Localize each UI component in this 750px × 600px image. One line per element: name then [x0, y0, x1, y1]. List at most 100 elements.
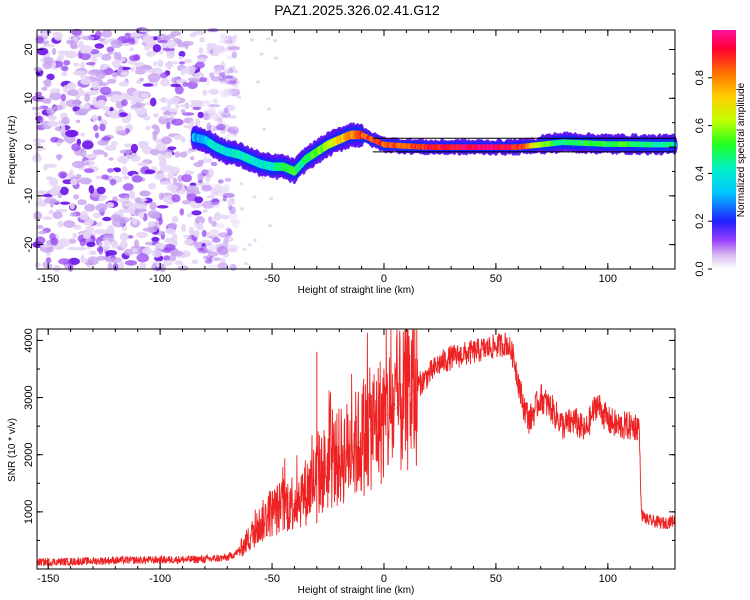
spectrogram-noise-cell	[218, 118, 223, 125]
spectrogram-noise-cell	[208, 235, 219, 239]
spectrogram-noise-cell	[41, 98, 52, 104]
spectrogram-noise-cell	[139, 191, 150, 197]
spectrogram-noise-cell	[84, 153, 98, 159]
spectrogram-noise-cell	[151, 212, 160, 219]
spectrogram-noise-cell	[126, 37, 135, 42]
spectrogram-noise-cell	[228, 78, 237, 83]
spectrogram-noise-cell	[67, 89, 79, 96]
spectrogram-noise-cell	[172, 177, 178, 184]
spectrogram-noise-cell	[229, 77, 240, 86]
spectrogram-noise-cell	[211, 98, 218, 103]
spectrogram-noise-cell	[94, 132, 100, 139]
spectrogram-noise-cell	[180, 137, 186, 143]
spectrogram-noise-cell	[217, 262, 229, 269]
spectrogram-noise-cell	[195, 61, 205, 69]
spectrogram-noise-cell	[125, 154, 132, 160]
spectrogram-noise-cell	[252, 195, 257, 199]
spectrogram-noise-cell	[196, 181, 205, 187]
spectrogram-noise-cell	[136, 253, 149, 263]
spectrogram-noise-cell	[97, 99, 107, 107]
spectrogram-noise-cell	[228, 247, 238, 253]
spectrogram-noise-cell	[212, 257, 221, 262]
spectrogram-noise-cell	[77, 199, 87, 206]
spectrogram-noise-cell	[183, 59, 192, 63]
spectrogram-noise-cell	[202, 254, 212, 261]
spectrogram-noise-cell	[35, 236, 46, 245]
spectrogram-noise-cell	[72, 232, 77, 239]
spectrogram-x-tick-label: -150	[37, 273, 59, 285]
spectrogram-noise-cell	[193, 230, 200, 237]
spectrogram-noise-cell	[166, 122, 171, 130]
snr-background	[37, 329, 675, 569]
spectrogram-noise-cell	[220, 88, 234, 97]
spectrogram-noise-cell	[225, 231, 232, 239]
spectrogram-noise-cell	[212, 237, 221, 243]
spectrogram-noise-cell	[220, 214, 230, 220]
spectrogram-noise-cell	[208, 244, 214, 253]
spectrogram-noise-cell	[86, 241, 96, 247]
spectrogram-noise-cell	[229, 206, 236, 215]
spectrogram-noise-cell	[52, 211, 63, 220]
spectrogram-noise-cell	[223, 237, 229, 244]
spectrogram-noise-cell	[163, 243, 176, 251]
spectrogram-noise-cell	[222, 193, 235, 198]
spectrogram-noise-cell	[221, 110, 231, 119]
spectrogram-noise-cell	[48, 209, 54, 215]
spectrogram-noise-cell	[159, 158, 167, 166]
spectrogram-noise-cell	[60, 65, 69, 72]
spectrogram-noise-cell	[119, 208, 127, 213]
spectrogram-noise-cell	[217, 123, 231, 132]
spectrogram-noise-cell	[189, 33, 197, 38]
spectrogram-noise-cell	[131, 248, 138, 253]
spectrogram-noise-cell	[42, 193, 54, 198]
spectrogram-noise-cell	[226, 55, 233, 60]
spectrogram-noise-cell	[36, 225, 44, 229]
spectrogram-noise-cell	[206, 43, 217, 47]
spectrogram-noise-cell	[43, 56, 54, 64]
spectrogram-noise-cell	[116, 130, 127, 136]
spectrogram-noise-cell	[118, 260, 125, 270]
spectrogram-noise-cell	[205, 172, 211, 183]
spectrogram-noise-cell	[36, 36, 44, 44]
spectrogram-noise-cell	[170, 97, 181, 103]
spectrogram-noise-cell	[215, 214, 227, 218]
spectrogram-noise-cell	[98, 245, 104, 255]
spectrogram-noise-cell	[74, 110, 88, 116]
spectrogram-noise-cell	[98, 197, 105, 202]
spectrogram-noise-cell	[202, 152, 207, 161]
snr-trend	[36, 342, 676, 563]
spectrogram-noise-cell	[178, 50, 186, 58]
spectrogram-noise-cell	[182, 112, 195, 116]
spectrogram-noise-cell	[158, 217, 163, 225]
spectrogram-noise-cell	[130, 143, 138, 153]
snr-y-axis-label: SNR (10 * v/v)	[7, 418, 18, 482]
spectrogram-noise-cell	[201, 200, 215, 209]
spectrogram-noise-cell	[69, 169, 74, 177]
spectrogram-noise-cell	[44, 163, 58, 168]
spectrogram-noise-cell	[266, 37, 271, 41]
spectrogram-noise-cell	[131, 175, 143, 183]
spectrogram-noise-cell	[229, 263, 237, 272]
spectrogram-y-tick-label: 20	[23, 43, 35, 55]
spectrogram-noise-cell	[127, 235, 134, 239]
spectrogram-noise-cell	[84, 168, 95, 173]
spectrogram-noise-cell	[84, 93, 91, 103]
spectrogram-noise-cell	[164, 61, 174, 69]
spectrogram-noise-cell	[206, 45, 213, 54]
spectrogram-noise-cell	[173, 134, 184, 141]
spectrogram-noise-cell	[224, 35, 237, 44]
spectrogram-noise-cell	[181, 223, 187, 232]
spectrogram-noise-cell	[111, 59, 121, 68]
spectrogram-noise-cell	[70, 178, 78, 186]
spectrogram-noise-cell	[224, 192, 236, 199]
spectrogram-noise-cell	[109, 257, 123, 264]
spectrogram-noise-cell	[139, 92, 150, 99]
spectrogram-noise-cell	[191, 259, 199, 264]
spectrogram-noise-cell	[225, 227, 231, 233]
spectrogram-noise-cell	[171, 194, 181, 203]
spectrogram-noise-cell	[204, 110, 216, 116]
spectrogram-noise-cell	[38, 196, 42, 203]
spectrogram-noise-cell	[200, 186, 212, 191]
spectrogram-noise-cell	[142, 83, 154, 87]
spectrogram-noise-cell	[134, 68, 146, 75]
